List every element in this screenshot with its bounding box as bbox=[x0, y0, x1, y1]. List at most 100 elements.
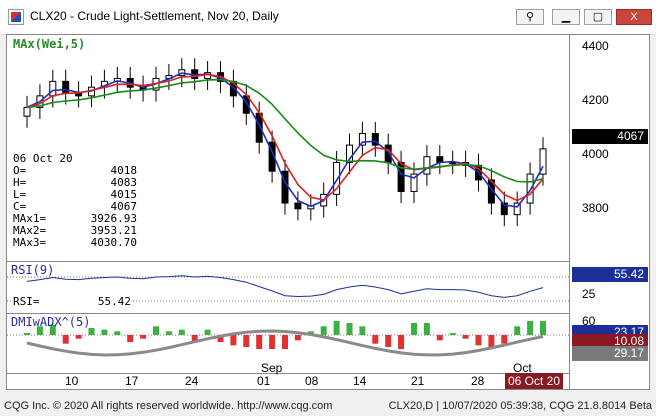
dmi-bar bbox=[398, 335, 405, 349]
dmi-axis-box: 29.17 bbox=[572, 346, 648, 361]
candle-body bbox=[410, 173, 418, 192]
rsi-value-box: RSI= 55.42 bbox=[11, 295, 133, 308]
xtick: 24 bbox=[185, 374, 199, 388]
dmi-bar bbox=[359, 326, 366, 335]
dmi-bar bbox=[501, 335, 508, 344]
candle-body bbox=[358, 133, 366, 146]
info-row: MAx3= 4030.70 bbox=[13, 236, 137, 249]
dmi-bar bbox=[230, 335, 237, 346]
dmi-label: DMIwADX^(5) bbox=[11, 315, 91, 329]
dmi-bar bbox=[204, 329, 211, 335]
xtick: 10 bbox=[65, 374, 79, 388]
dmi-bar bbox=[475, 335, 482, 346]
month-label: Sep bbox=[261, 361, 283, 375]
candle-body bbox=[513, 202, 521, 216]
xtick: 14 bbox=[353, 374, 367, 388]
dmi-bar bbox=[88, 328, 95, 335]
minimize-button[interactable]: ▁ bbox=[552, 9, 580, 25]
price-tick: 3800 bbox=[582, 201, 609, 215]
dmi-chart bbox=[7, 321, 569, 357]
candle-body bbox=[449, 161, 457, 164]
dmi-bar bbox=[243, 335, 250, 347]
dmi-bar bbox=[436, 335, 443, 341]
dmi-bar bbox=[294, 335, 301, 341]
candle-body bbox=[500, 202, 508, 216]
dmi-bar bbox=[140, 335, 147, 339]
price-tick: 4400 bbox=[582, 39, 609, 53]
dmi-bar bbox=[127, 335, 134, 342]
candle-body bbox=[539, 148, 547, 175]
dmi-bar bbox=[101, 329, 108, 335]
close-button[interactable]: X bbox=[616, 9, 652, 25]
dmi-bar bbox=[217, 335, 224, 342]
candle-body bbox=[384, 144, 392, 163]
info-row: MAx2= 3953.21 bbox=[13, 224, 137, 237]
dmi-bar bbox=[488, 335, 495, 349]
info-row: H= 4083 bbox=[13, 176, 137, 189]
info-row: MAx1= 3926.93 bbox=[13, 212, 137, 225]
title-bar: CLX20 - Crude Light-Settlement, Nov 20, … bbox=[0, 0, 656, 35]
dmi-bar bbox=[153, 326, 159, 335]
candle-body bbox=[294, 202, 302, 210]
link-icon[interactable]: ⚲ bbox=[516, 9, 544, 25]
app-icon bbox=[8, 9, 24, 25]
dmi-bar bbox=[346, 323, 353, 335]
dmi-bar bbox=[423, 323, 430, 335]
chart-window[interactable]: MAx(Wei,5) 06 Oct 20 O= 4018 H= 4083 L= 4015 C… bbox=[6, 34, 650, 390]
copyright-text: CQG Inc. © 2020 All rights reserved worl… bbox=[4, 400, 333, 412]
dmi-bar bbox=[449, 333, 456, 335]
candle-body bbox=[23, 106, 31, 117]
candle-body bbox=[346, 144, 353, 163]
dmi-bar bbox=[269, 335, 276, 349]
dmi-bar bbox=[333, 321, 340, 335]
dmi-bar bbox=[62, 335, 69, 344]
dmi-axis-box: 10.08 bbox=[572, 334, 648, 349]
candle-body bbox=[62, 80, 70, 94]
dmi-bar bbox=[411, 323, 417, 335]
rsi-tick: 25 bbox=[582, 287, 596, 301]
value-axis[interactable]: 4400 4200 4000 3800 4067 55.42 25 60 23.… bbox=[569, 35, 650, 389]
xtick: 28 bbox=[471, 374, 485, 388]
candle-body bbox=[371, 133, 379, 146]
dmi-bar bbox=[372, 335, 379, 344]
maximize-button[interactable]: ▢ bbox=[584, 9, 612, 25]
status-info: CLX20,D | 10/07/2020 05:39:38, CQG 21.8.… bbox=[388, 400, 652, 412]
dmi-bar bbox=[385, 335, 392, 347]
dmi-bar bbox=[462, 335, 469, 339]
info-row: O= 4018 bbox=[13, 164, 137, 177]
xtick: 21 bbox=[411, 374, 425, 388]
candle-body bbox=[423, 156, 431, 175]
dmi-bar bbox=[178, 329, 185, 335]
dmi-bar bbox=[282, 335, 288, 349]
dmi-bar bbox=[49, 324, 56, 335]
dmi-bar bbox=[36, 326, 43, 335]
dmi-bar bbox=[24, 333, 30, 335]
candle-body bbox=[268, 141, 276, 172]
month-label: Oct bbox=[513, 361, 532, 375]
price-tick: 4000 bbox=[582, 147, 609, 161]
info-row: L= 4015 bbox=[13, 188, 137, 201]
date-axis[interactable]: 10 17 24 01 08 14 21 28 Sep Oct 06 Oct 2… bbox=[7, 361, 569, 389]
ma3-line bbox=[26, 78, 544, 183]
dmi-panel[interactable]: DMIwADX^(5) bbox=[7, 313, 569, 374]
xtick: 17 bbox=[125, 374, 139, 388]
dmi-bar bbox=[514, 326, 521, 335]
info-row: C= 4067 bbox=[13, 200, 137, 213]
info-date: 06 Oct 20 bbox=[13, 152, 73, 165]
dmi-bar bbox=[320, 326, 327, 335]
candle-body bbox=[333, 161, 341, 195]
rsi-panel[interactable]: RSI(9) RSI= 55.42 bbox=[7, 261, 569, 314]
status-bar: CQG Inc. © 2020 All rights reserved worl… bbox=[0, 398, 656, 416]
price-tick: 4200 bbox=[582, 93, 609, 107]
dmi-bar bbox=[540, 321, 546, 335]
current-price-box: 4067 bbox=[572, 129, 648, 144]
dmi-bar bbox=[75, 335, 82, 339]
candle-body bbox=[526, 173, 534, 204]
dmi-bar bbox=[165, 331, 172, 335]
candle-body bbox=[49, 80, 57, 97]
xtick: 08 bbox=[305, 374, 319, 388]
study-label: MAx(Wei,5) bbox=[13, 37, 86, 51]
price-panel[interactable]: MAx(Wei,5) 06 Oct 20 O= 4018 H= 4083 L= 4015 C… bbox=[7, 35, 569, 262]
rsi-label: RSI(9) bbox=[11, 263, 55, 277]
dmi-tick: 60 bbox=[582, 314, 596, 328]
